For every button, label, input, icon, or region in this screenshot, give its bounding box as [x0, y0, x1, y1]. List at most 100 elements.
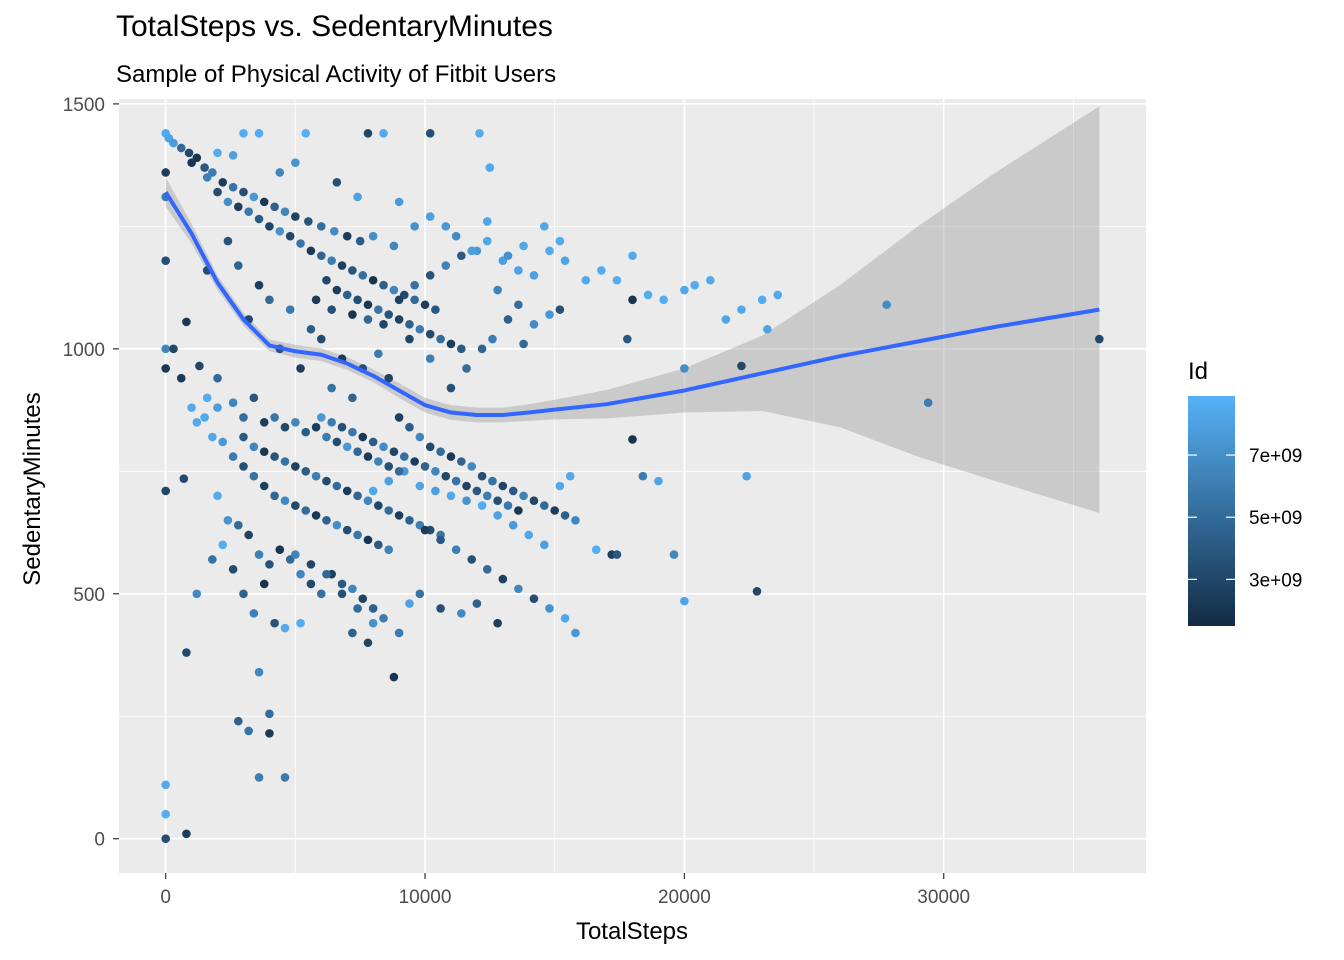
data-point: [254, 280, 264, 290]
data-point: [737, 305, 746, 314]
data-point: [342, 525, 352, 535]
data-point: [540, 222, 549, 231]
data-point: [680, 364, 689, 373]
data-point: [233, 716, 243, 726]
data-point: [348, 310, 357, 319]
data-point: [415, 589, 425, 599]
data-point: [550, 506, 559, 515]
data-point: [270, 452, 279, 461]
data-point: [285, 305, 295, 314]
data-point: [368, 604, 378, 613]
data-point: [425, 442, 435, 452]
data-point: [669, 550, 679, 559]
data-point: [612, 550, 622, 559]
data-point: [363, 300, 373, 310]
data-point: [524, 530, 534, 540]
data-point: [353, 192, 362, 202]
data-point: [316, 251, 326, 261]
data-point: [301, 506, 311, 515]
data-point: [322, 569, 331, 579]
axes: 0 10000 20000 30000 0 500 1000 1500: [63, 95, 970, 908]
data-point: [249, 442, 259, 452]
data-point: [425, 128, 435, 138]
data-point: [680, 285, 689, 295]
data-point: [218, 437, 228, 447]
data-point: [223, 515, 233, 525]
x-tick-label: 20000: [658, 887, 711, 908]
data-point: [560, 256, 570, 265]
data-point: [379, 280, 388, 290]
data-point: [475, 128, 484, 138]
data-point: [311, 422, 321, 432]
data-point: [503, 315, 513, 324]
data-point: [161, 809, 170, 819]
data-point: [244, 207, 253, 216]
smooth-line: [163, 191, 1100, 417]
data-point: [176, 143, 186, 153]
data-point: [254, 214, 264, 224]
data-point: [384, 506, 394, 515]
data-point: [169, 344, 178, 354]
data-point: [436, 447, 445, 457]
data-point: [436, 334, 445, 344]
data-point: [280, 207, 290, 216]
data-point: [348, 266, 357, 275]
data-point: [519, 491, 528, 501]
data-point: [322, 476, 331, 486]
data-point: [182, 648, 191, 657]
data-point: [296, 364, 305, 373]
data-point: [200, 413, 209, 422]
data-point: [291, 550, 300, 559]
y-tick-label: 0: [94, 830, 105, 851]
confidence-band: [165, 106, 1100, 513]
y-axis-title: SedentaryMinutes: [19, 392, 46, 585]
data-point: [560, 511, 570, 520]
data-point: [441, 261, 451, 270]
data-point: [591, 545, 601, 554]
data-point: [239, 187, 248, 197]
data-point: [358, 594, 368, 603]
data-point: [415, 432, 425, 442]
data-point: [301, 427, 311, 437]
data-point: [368, 437, 378, 447]
data-point: [270, 202, 279, 212]
legend-colorbar: [1188, 396, 1235, 626]
data-point: [275, 168, 285, 177]
data-point: [265, 295, 274, 305]
data-point: [425, 271, 435, 280]
data-point: [311, 471, 321, 481]
data-point: [446, 383, 456, 393]
data-point: [275, 226, 285, 236]
data-point: [467, 246, 477, 256]
data-point: [555, 305, 565, 314]
data-point: [249, 471, 259, 481]
data-point: [161, 364, 170, 373]
data-point: [239, 128, 248, 138]
data-point: [192, 418, 202, 427]
data-point: [161, 168, 170, 177]
data-point: [213, 373, 222, 383]
data-point: [706, 275, 715, 285]
data-point: [379, 442, 388, 452]
data-point: [259, 481, 269, 491]
data-point: [384, 545, 394, 554]
data-point: [540, 540, 549, 550]
data-point: [628, 435, 637, 444]
data-point: [348, 584, 357, 594]
data-point: [304, 217, 313, 226]
data-point: [519, 241, 528, 251]
data-point: [514, 266, 523, 275]
data-point: [161, 834, 170, 844]
data-point: [389, 241, 399, 251]
data-point: [259, 447, 269, 457]
data-point: [763, 324, 772, 334]
confidence-band-layer: [165, 106, 1100, 513]
data-point: [202, 173, 212, 182]
data-point: [405, 422, 414, 432]
data-point: [555, 481, 565, 491]
data-point: [368, 275, 378, 285]
data-point: [296, 239, 305, 248]
data-point: [379, 320, 388, 329]
data-point: [322, 515, 331, 525]
data-point: [259, 418, 269, 427]
